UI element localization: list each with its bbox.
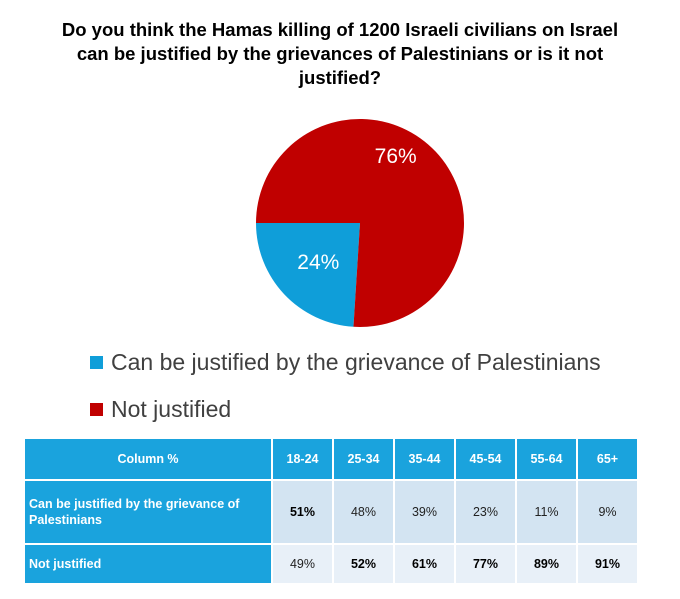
pie-slice-not-justified: [256, 119, 464, 327]
legend-label-not-justified: Not justified: [111, 395, 232, 422]
table-cell: 39%: [395, 481, 454, 543]
table-cell: 11%: [517, 481, 576, 543]
legend-item-justified: Can be justified by the grievance of Pal…: [90, 344, 601, 380]
table-cell: 51%: [273, 481, 332, 543]
table-cell: 89%: [517, 545, 576, 583]
table-row: Can be justified by the grievance of Pal…: [25, 481, 637, 543]
legend-swatch-justified: [90, 355, 103, 369]
table-cell: 9%: [578, 481, 637, 543]
column-header: Column %: [25, 439, 271, 479]
table-cell: 91%: [578, 545, 637, 583]
row-header: Can be justified by the grievance of Pal…: [25, 481, 271, 543]
column-header: 65+: [578, 439, 637, 479]
column-header: 35-44: [395, 439, 454, 479]
row-header: Not justified: [25, 545, 271, 583]
chart-title: Do you think the Hamas killing of 1200 I…: [61, 19, 619, 88]
column-header: 25-34: [334, 439, 393, 479]
column-header: 55-64: [517, 439, 576, 479]
chart-legend: Can be justified by the grievance of Pal…: [90, 344, 601, 438]
table-cell: 52%: [334, 545, 393, 583]
pie-label-not-justified: 76%: [375, 145, 417, 168]
legend-label-justified: Can be justified by the grievance of Pal…: [111, 348, 601, 375]
table-row: Not justified 49% 52% 61% 77% 89% 91%: [25, 545, 637, 583]
pie-slice-justified: [256, 223, 360, 327]
table-cell: 48%: [334, 481, 393, 543]
pie-chart: 24% 76%: [256, 119, 464, 327]
legend-item-not-justified: Not justified: [90, 391, 601, 427]
table-header-row: Column % 18-24 25-34 35-44 45-54 55-64 6…: [25, 439, 637, 479]
table-cell: 77%: [456, 545, 515, 583]
pie-label-justified: 24%: [297, 251, 339, 274]
table-cell: 23%: [456, 481, 515, 543]
legend-swatch-not-justified: [90, 402, 103, 416]
table-cell: 49%: [273, 545, 332, 583]
column-header: 18-24: [273, 439, 332, 479]
age-breakdown-table: Column % 18-24 25-34 35-44 45-54 55-64 6…: [23, 437, 639, 585]
table-cell: 61%: [395, 545, 454, 583]
column-header: 45-54: [456, 439, 515, 479]
